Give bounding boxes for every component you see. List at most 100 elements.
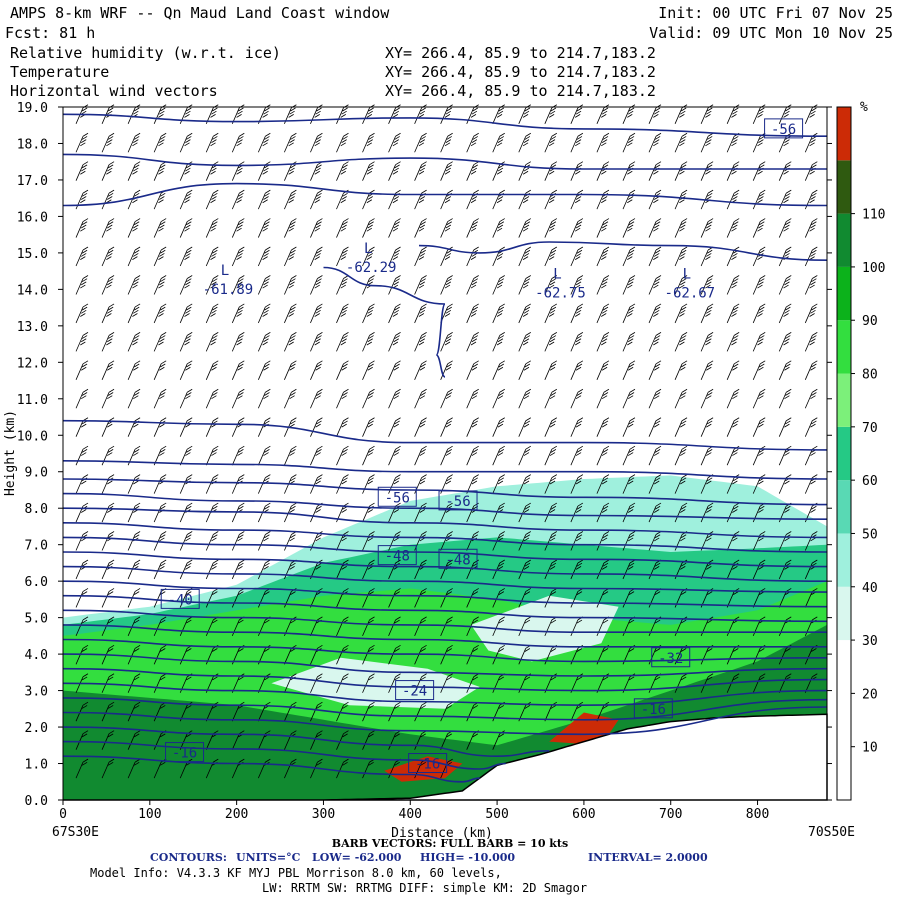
wind-barb	[101, 332, 115, 352]
wind-barb	[101, 445, 115, 466]
wind-barb	[466, 474, 479, 494]
wind-barb	[75, 388, 89, 409]
wind-barb	[492, 218, 505, 238]
wind-barb	[752, 673, 766, 693]
wind-barb	[648, 502, 662, 523]
wind-barb	[492, 246, 505, 267]
wind-barb	[648, 360, 662, 380]
wind-barb	[752, 189, 766, 210]
wind-barb	[284, 275, 297, 295]
wind-barb	[75, 218, 89, 238]
svg-text:L: L	[683, 267, 691, 283]
isotherm-label: -32	[651, 647, 691, 668]
wind-barb	[388, 474, 401, 494]
wind-barb	[127, 360, 141, 380]
wind-barb	[518, 559, 532, 580]
wind-barb	[336, 189, 349, 210]
wind-barb	[101, 189, 115, 210]
colorbar-tick-label: 10	[862, 741, 878, 756]
colorbar-swatch	[837, 266, 851, 321]
wind-barb	[492, 161, 505, 181]
wind-barb	[674, 388, 688, 409]
wind-barb	[492, 332, 505, 352]
wind-barb	[310, 303, 323, 324]
isotherm	[62, 153, 827, 170]
wind-barbs	[75, 104, 818, 779]
wind-barb	[388, 644, 401, 665]
wind-barb	[544, 360, 558, 380]
wind-barb	[778, 275, 792, 295]
colorbar-swatch	[837, 373, 851, 427]
wind-barb	[75, 246, 89, 267]
isotherm-label: -16	[408, 753, 448, 774]
colorbar-tick-label: 50	[862, 527, 878, 542]
y-axis-label: Height (km)	[3, 410, 18, 496]
wind-barb	[205, 332, 219, 352]
wind-barb	[492, 104, 505, 124]
wind-barb	[257, 218, 271, 238]
y-tick-label: 12.0	[17, 356, 48, 371]
wind-barb	[466, 360, 479, 380]
wind-barb	[231, 332, 245, 352]
wind-barb	[674, 474, 688, 494]
isotherm-label: -48	[377, 545, 417, 566]
wind-barb	[440, 417, 453, 437]
wind-barb	[179, 104, 193, 124]
wind-barb	[414, 673, 427, 693]
wind-barb	[336, 445, 349, 466]
x-tick-label: 800	[746, 807, 769, 822]
wind-barb	[752, 303, 766, 324]
wind-barb	[440, 673, 453, 693]
wind-barb	[492, 388, 505, 409]
wind-barb	[310, 730, 323, 750]
wind-barb	[596, 388, 610, 409]
wind-barb	[726, 474, 740, 494]
wind-barb	[179, 132, 193, 153]
isotherm	[323, 266, 446, 378]
svg-text:-16: -16	[172, 746, 197, 762]
y-tick-label: 13.0	[17, 320, 48, 335]
wind-barb	[414, 303, 427, 324]
wind-barb	[648, 417, 662, 437]
wind-barb	[75, 673, 89, 693]
wind-barb	[101, 303, 115, 324]
wind-barb	[336, 104, 349, 124]
svg-text:-16: -16	[641, 702, 666, 718]
wind-barb	[153, 218, 167, 238]
wind-barb	[310, 104, 323, 124]
wind-barb	[544, 502, 558, 523]
wind-barb	[804, 332, 818, 352]
wind-barb	[179, 303, 193, 324]
wind-barb	[257, 332, 271, 352]
wind-barb	[127, 132, 141, 153]
wind-barb	[153, 246, 167, 267]
colorbar-tick-label: 20	[862, 687, 878, 702]
isotherm	[62, 624, 827, 648]
x-axis-label: Distance (km)	[391, 826, 493, 841]
wind-barb	[622, 445, 636, 466]
wind-barb	[179, 559, 193, 580]
wind-barb	[388, 275, 401, 295]
wind-barb	[804, 388, 818, 409]
wind-barb	[596, 275, 610, 295]
x-tick-label: 200	[225, 807, 248, 822]
wind-barb	[257, 189, 271, 210]
colorbar-swatch	[837, 480, 851, 534]
wind-barb	[518, 388, 532, 409]
wind-barb	[804, 132, 818, 153]
wind-barb	[700, 332, 714, 352]
wind-barb	[544, 303, 558, 324]
wind-barb	[804, 275, 818, 295]
wind-barb	[674, 218, 688, 238]
wind-barb	[179, 189, 193, 210]
wind-barb	[492, 644, 505, 665]
wind-barb	[414, 388, 427, 409]
wind-barb	[622, 502, 636, 523]
wind-barb	[101, 360, 115, 380]
wind-barb	[414, 275, 427, 295]
wind-barb	[75, 445, 89, 466]
wind-barb	[414, 218, 427, 238]
isotherm	[62, 580, 828, 608]
wind-barb	[310, 360, 323, 380]
model-info: Model Info: V4.3.3 KF MYJ PBL Morrison 8…	[90, 866, 502, 880]
